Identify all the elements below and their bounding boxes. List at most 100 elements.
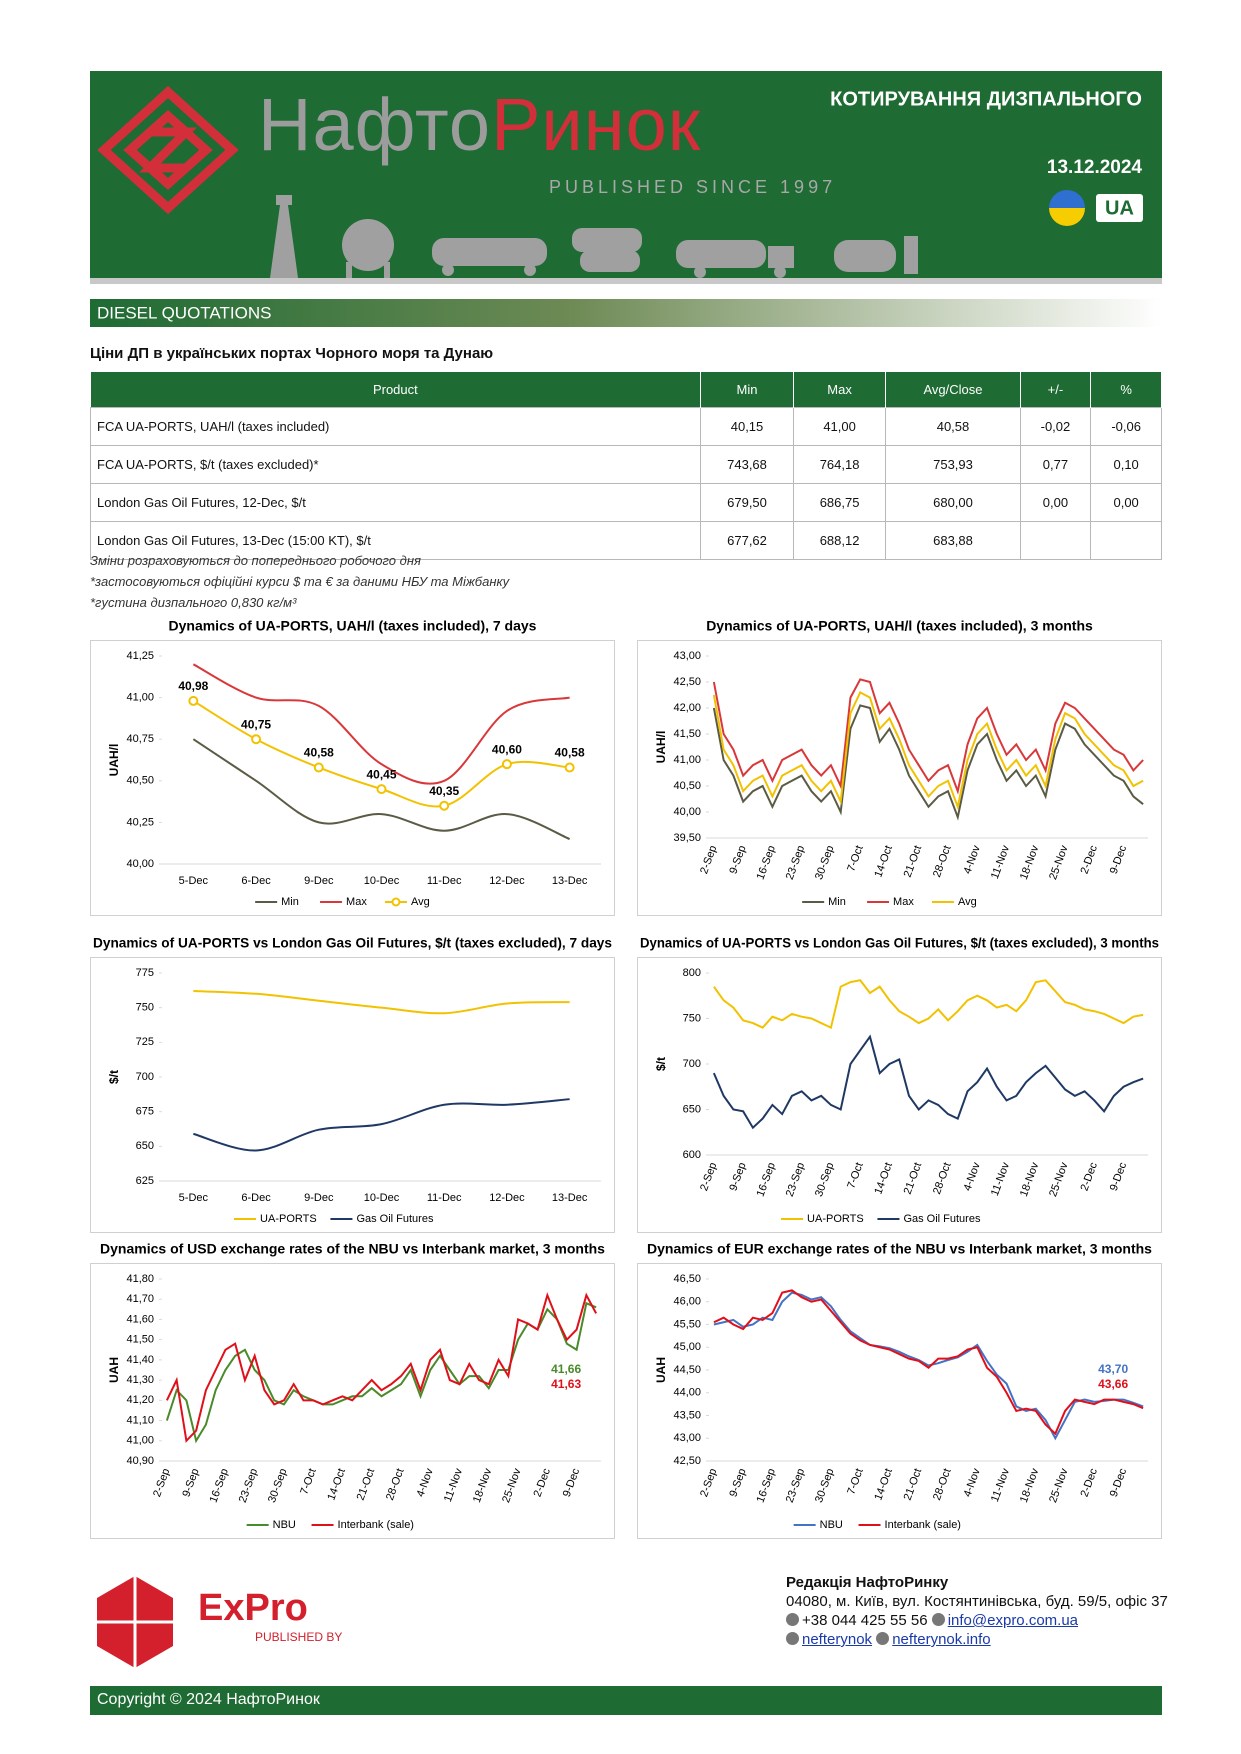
legend-label: Avg (411, 896, 430, 908)
y-tick-label: 40,50 (126, 775, 154, 787)
table-cell: 40,58 (885, 407, 1021, 446)
chart: Dynamics of UA-PORTS vs London Gas Oil F… (637, 935, 1162, 1233)
column-header: Max (793, 372, 887, 408)
table-cell: 683,88 (885, 521, 1021, 560)
note: *густина дизпального 0,830 кг/м³ (90, 595, 297, 610)
y-tick-label: 625 (136, 1175, 154, 1187)
value-label: 40,58 (555, 746, 585, 760)
section-band (90, 299, 1162, 327)
y-tick-label: 600 (683, 1149, 701, 1161)
table-cell (1090, 521, 1162, 560)
table-cell: FCA UA-PORTS, UAH/l (taxes included) (89, 407, 702, 446)
value-label: 40,98 (178, 679, 208, 693)
contacts-title: Редакція НафтоРинку (786, 1574, 949, 1591)
point (251, 734, 262, 745)
note: *застосовуються офіційні курси $ та € за… (90, 574, 510, 589)
end-label: 43,66 (1098, 1377, 1128, 1391)
chart: Dynamics of USD exchange rates of the NB… (90, 1241, 615, 1539)
lang-badge (1096, 194, 1143, 222)
point (564, 762, 575, 773)
chart: Dynamics of UA-PORTS vs London Gas Oil F… (90, 935, 615, 1233)
note: Зміни розраховуються до попереднього роб… (90, 553, 421, 568)
value-label: 40,58 (304, 746, 334, 760)
table-cell: FCA UA-PORTS, $/t (taxes excluded)* (89, 445, 702, 484)
y-tick-label: 46,50 (673, 1273, 701, 1285)
table-cell: London Gas Oil Futures, 12-Dec, $/t (89, 483, 702, 522)
y-tick-label: 675 (136, 1106, 154, 1118)
x-tick-label: 6-Dec (241, 875, 271, 887)
logo-mark (97, 85, 239, 215)
x-tick-label: 5-Dec (179, 875, 209, 887)
y-tick-label: 45,00 (673, 1341, 701, 1353)
chart-title: Dynamics of EUR exchange rates of the NB… (647, 1241, 1152, 1257)
legend-label: Max (346, 896, 367, 908)
legend-label: NBU (820, 1519, 843, 1531)
legend-marker (391, 897, 401, 907)
email[interactable]: info@expro.com.ua (947, 1612, 1079, 1629)
series-line (165, 1292, 598, 1443)
series-line (712, 704, 1144, 821)
phone: +38 044 425 55 56 (802, 1612, 928, 1629)
y-tick-label: 41,10 (126, 1414, 154, 1426)
x-tick-label: 9-Dec (304, 1192, 334, 1204)
y-tick-label: 700 (683, 1058, 701, 1070)
address: 04080, м. Київ, вул. Костянтинівська, бу… (786, 1593, 1168, 1610)
y-tick-label: 46,00 (673, 1296, 701, 1308)
legend-label: Avg (958, 896, 977, 908)
flag (1049, 190, 1085, 226)
value-label: 40,45 (366, 767, 396, 781)
value-label: 40,35 (429, 784, 459, 798)
tagline: PUBLISHED SINCE 1997 (549, 177, 836, 197)
chart: Dynamics of EUR exchange rates of the NB… (637, 1241, 1162, 1539)
y-tick-label: 41,00 (126, 692, 154, 704)
table-cell: 0,00 (1090, 483, 1162, 522)
legend-label: Gas Oil Futures (903, 1213, 981, 1225)
column-header: Avg/Close (885, 372, 1021, 408)
column-header: Product (90, 372, 702, 408)
header-rule (90, 278, 1162, 284)
chart-panel (637, 640, 1162, 916)
report-date: 13.12.2024 (1047, 157, 1143, 178)
quotes-table: Product Min Max Avg/Close +/-% FCA UA-PORTS, … (89, 372, 1162, 560)
table-cell: 688,12 (792, 521, 887, 560)
table-header: Product Min Max Avg/Close +/-% (90, 372, 1162, 408)
series-line (193, 990, 570, 1015)
table-cell: 677,62 (700, 521, 794, 560)
y-tick-label: 41,40 (126, 1354, 154, 1366)
y-tick-label: 45,50 (673, 1318, 701, 1330)
legend-label: Min (828, 896, 846, 908)
series-line (713, 1289, 1144, 1436)
chart-title: Dynamics of USD exchange rates of the NB… (100, 1241, 605, 1257)
series-line (713, 1291, 1144, 1441)
y-tick-label: 40,25 (126, 816, 154, 828)
x-tick-label: 5-Dec (179, 1192, 209, 1204)
value-label: 40,75 (241, 717, 271, 731)
table-cell: 680,00 (885, 483, 1021, 522)
site[interactable]: nefterynok.info (892, 1631, 991, 1648)
facebook[interactable]: nefterynok (802, 1631, 873, 1648)
series-line (192, 738, 571, 840)
chart: Dynamics of UA-PORTS, UAH/l (taxes inclu… (637, 618, 1162, 916)
contact-row: +38 044 425 55 56 info@expro.com.ua (786, 1612, 1078, 1629)
x-tick-label: 10-Dec (364, 875, 400, 887)
header: НафтоРинок PUBLISHED SINCE 1997 КОТИРУВА… (90, 71, 1162, 327)
phone-icon (786, 1613, 799, 1626)
brand: НафтоРинок (258, 83, 701, 166)
y-tick-label: 700 (136, 1071, 154, 1083)
y-axis-title: UAH/l (654, 731, 668, 764)
y-tick-label: 41,60 (126, 1313, 154, 1325)
table-row: FCA UA-PORTS, $/t (taxes excluded)* 743,6… (89, 445, 1162, 484)
column-header: % (1090, 372, 1162, 408)
chart-panel (90, 957, 615, 1233)
table-cell: -0,06 (1090, 407, 1162, 446)
lang: UA (1105, 197, 1134, 219)
series-line (712, 1034, 1144, 1130)
x-tick-label: 11-Dec (427, 875, 462, 887)
industry-icons (270, 195, 918, 278)
table-cell: 753,93 (885, 445, 1021, 484)
legend-label: NBU (273, 1519, 296, 1531)
brand-left: Нафто (258, 83, 491, 166)
series-line (713, 979, 1144, 1030)
chart-title: Dynamics of UA-PORTS, UAH/l (taxes inclu… (169, 618, 537, 634)
footer-band (90, 1686, 1162, 1715)
